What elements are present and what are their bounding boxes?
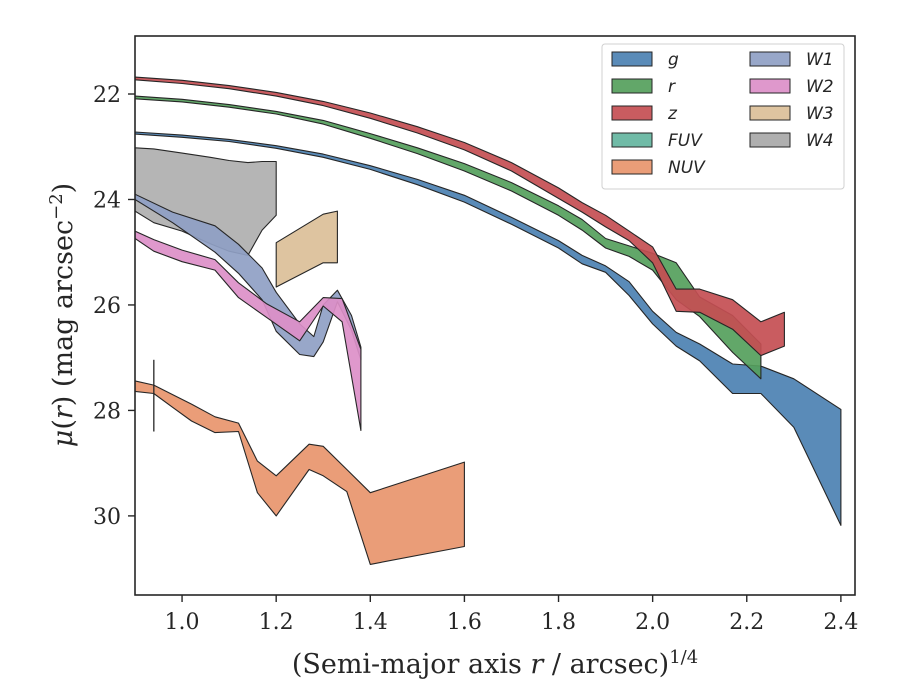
x-tick-label: 1.6 — [447, 610, 482, 635]
plot-frame — [134, 35, 856, 596]
legend-label-w4: W4 — [806, 131, 834, 151]
band-w4 — [135, 147, 277, 256]
x-tick-label: 1.4 — [353, 610, 388, 635]
legend-swatch-w3 — [749, 105, 791, 121]
y-tick-label: 30 — [93, 505, 121, 530]
x-tick-label: 1.0 — [165, 610, 200, 635]
legend: grz FUV NUV W1 W2 W3 W4 — [601, 43, 845, 190]
legend-swatch-g — [611, 51, 653, 67]
y-axis-label: μ(r) (mag arcsec−2) — [46, 183, 79, 447]
x-tick-label: 1.2 — [259, 610, 294, 635]
legend-swatch-w4 — [749, 132, 791, 148]
y-tick-label: 28 — [93, 399, 121, 424]
legend-swatch-z — [611, 105, 653, 121]
legend-label-g: g — [668, 50, 679, 70]
legend-label-nuv: NUV — [668, 158, 706, 178]
y-tick-label: 26 — [93, 294, 121, 319]
legend-label-w1: W1 — [806, 50, 834, 70]
band-g — [135, 131, 842, 526]
legend-swatch-fuv — [611, 132, 653, 148]
legend-label-w3: W3 — [806, 104, 834, 124]
legend-swatch-w2 — [749, 78, 791, 94]
band-z — [135, 76, 785, 357]
legend-swatch-w1 — [749, 51, 791, 67]
legend-label-w2: W2 — [806, 77, 834, 97]
y-tick-label: 22 — [93, 83, 121, 108]
band-r — [135, 95, 762, 380]
y-tick-label: 24 — [93, 188, 121, 213]
x-tick-label: 2.2 — [729, 610, 764, 635]
x-axis: 1.0 1.2 1.4 1.6 1.8 2.0 2.2 2.4 — [165, 595, 858, 635]
legend-swatch-r — [611, 78, 653, 94]
y-axis: 22 24 26 28 30 — [93, 83, 135, 530]
x-tick-label: 1.8 — [541, 610, 576, 635]
legend-swatch-nuv — [611, 159, 653, 175]
x-axis-label: (Semi-major axis r / arcsec)1/4 — [292, 647, 698, 680]
profile-bands — [135, 76, 842, 565]
legend-label-r: r — [668, 77, 676, 97]
band-nuv — [135, 380, 465, 565]
band-w3 — [275, 210, 338, 288]
legend-label-z: z — [667, 104, 678, 124]
x-tick-label: 2.4 — [823, 610, 858, 635]
x-tick-label: 2.0 — [635, 610, 670, 635]
band-w2 — [135, 230, 362, 432]
legend-label-fuv: FUV — [668, 131, 703, 151]
